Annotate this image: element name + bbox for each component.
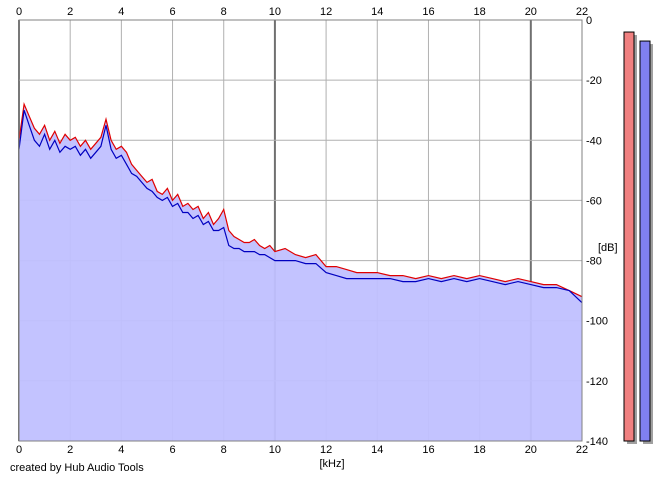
x-axis-label: [kHz] — [319, 458, 344, 470]
x-tick-top-1: 2 — [67, 6, 73, 18]
x-tick-bottom-1: 2 — [67, 444, 73, 456]
meter-bar-0 — [623, 31, 635, 442]
x-tick-top-0: 0 — [16, 6, 22, 18]
x-tick-top-8: 16 — [422, 6, 434, 18]
x-tick-top-7: 14 — [371, 6, 383, 18]
y-tick-labels: 0 -20 -40 -60 -80 -100 -120 -140 — [586, 15, 608, 448]
spectrum-fill-area — [19, 104, 582, 441]
x-tick-bottom-9: 18 — [474, 444, 486, 456]
series-line-1 — [18, 110, 583, 304]
spectrum-fill — [19, 104, 582, 441]
plot-border — [18, 19, 583, 442]
y-tick-0: 0 — [586, 15, 592, 27]
x-tick-bottom-5: 10 — [269, 444, 281, 456]
y-tick-5: -100 — [586, 316, 608, 328]
y-tick-7: -140 — [586, 436, 608, 448]
y-tick-2: -40 — [586, 135, 602, 147]
y-tick-6: -120 — [586, 376, 608, 388]
series-line-0 — [18, 101, 583, 298]
x-tick-bottom-3: 6 — [169, 444, 175, 456]
x-tick-top-5: 10 — [269, 6, 281, 18]
x-tick-labels-top: 0 2 4 6 8 10 12 14 16 18 20 22 — [16, 6, 588, 18]
y-axis-label: [dB] — [598, 242, 618, 254]
series-lines — [18, 19, 583, 442]
y-tick-1: -20 — [586, 75, 602, 87]
x-tick-bottom-10: 20 — [525, 444, 537, 456]
x-tick-bottom-2: 4 — [118, 444, 124, 456]
x-tick-bottom-7: 14 — [371, 444, 383, 456]
x-tick-top-11: 22 — [576, 6, 588, 18]
x-tick-bottom-4: 8 — [221, 444, 227, 456]
x-tick-bottom-6: 12 — [320, 444, 332, 456]
x-tick-bottom-0: 0 — [16, 444, 22, 456]
x-tick-bottom-8: 16 — [422, 444, 434, 456]
x-tick-bottom-11: 22 — [576, 444, 588, 456]
x-tick-top-4: 8 — [221, 6, 227, 18]
credit-text: created by Hub Audio Tools — [10, 462, 144, 474]
x-tick-top-6: 12 — [320, 6, 332, 18]
level-meters — [623, 31, 653, 445]
meter-bar-1 — [639, 40, 651, 442]
y-tick-3: -60 — [586, 195, 602, 207]
x-tick-top-9: 18 — [474, 6, 486, 18]
x-tick-top-2: 4 — [118, 6, 124, 18]
x-tick-labels-bottom: 0 2 4 6 8 10 12 14 16 18 20 22 — [16, 444, 588, 456]
x-tick-top-10: 20 — [525, 6, 537, 18]
y-tick-4: -80 — [586, 256, 602, 268]
x-tick-top-3: 6 — [169, 6, 175, 18]
